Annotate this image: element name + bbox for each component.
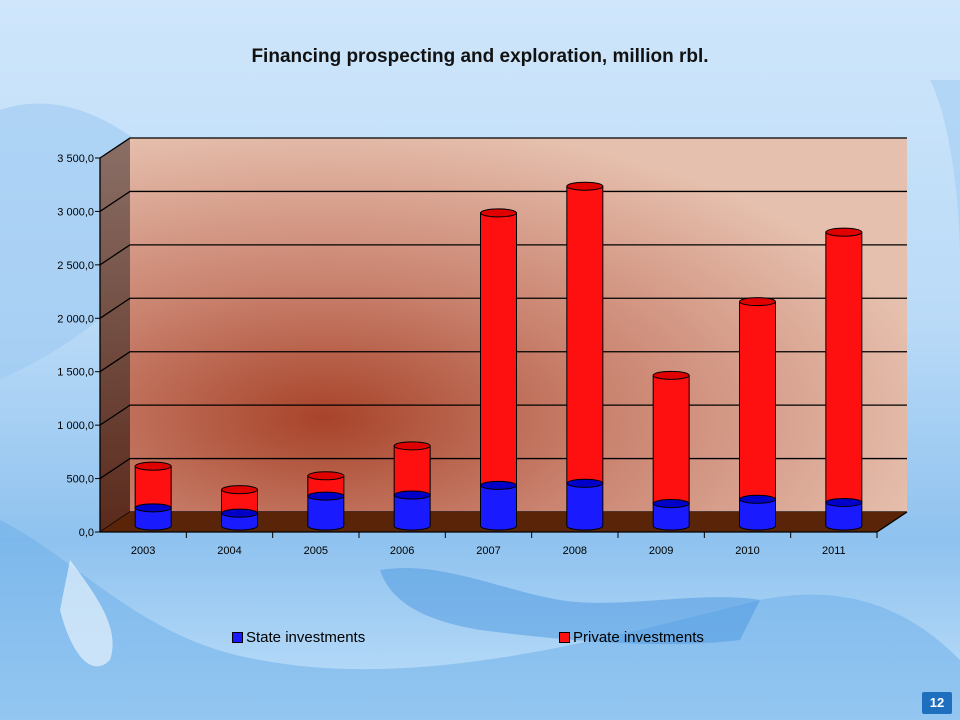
bar-state-2008 bbox=[566, 482, 604, 531]
bar-state-2011-top bbox=[825, 497, 863, 507]
y-tick-label: 1 000,0 bbox=[57, 420, 94, 432]
bar-state-2004 bbox=[221, 512, 258, 531]
bar-private-2007-top bbox=[480, 208, 517, 218]
y-tick-label: 3 500,0 bbox=[57, 153, 94, 165]
x-tick-label: 2008 bbox=[563, 545, 587, 557]
y-tick-label: 2 500,0 bbox=[57, 260, 94, 272]
x-tick-label: 2003 bbox=[131, 545, 155, 557]
bar-state-2011 bbox=[825, 501, 863, 531]
legend-swatch-state bbox=[232, 632, 243, 643]
y-tick-label: 0,0 bbox=[79, 527, 94, 539]
bar-state-2006-top bbox=[393, 490, 431, 500]
page-number: 12 bbox=[922, 692, 952, 714]
gridline bbox=[99, 297, 907, 319]
legend-state: State investments bbox=[232, 629, 365, 646]
back-wall bbox=[130, 138, 907, 512]
gridline bbox=[99, 244, 907, 266]
bar-private-2005-top bbox=[307, 471, 345, 481]
gridline bbox=[99, 457, 907, 480]
x-tick-label: 2009 bbox=[649, 545, 673, 557]
x-tick-label: 2011 bbox=[822, 545, 846, 557]
floor-edge bbox=[876, 511, 908, 533]
bar-private-2003-top bbox=[134, 461, 172, 471]
y-tick-label: 500,0 bbox=[66, 474, 94, 486]
chart-title: Financing prospecting and exploration, m… bbox=[251, 46, 709, 67]
bar-state-2010-top bbox=[739, 494, 776, 504]
bar-state-2009 bbox=[652, 503, 690, 531]
bar-state-2005-top bbox=[307, 491, 345, 501]
bar-state-2010 bbox=[739, 498, 776, 531]
x-tick-label: 2005 bbox=[304, 545, 328, 557]
bar-private-2011 bbox=[825, 231, 863, 507]
x-tick-label: 2004 bbox=[217, 545, 241, 557]
bar-state-2009-top bbox=[652, 499, 690, 509]
legend-private: Private investments bbox=[559, 629, 704, 646]
x-tick-label: 2006 bbox=[390, 545, 414, 557]
y-tick-label: 3 000,0 bbox=[57, 206, 94, 218]
bar-private-2008 bbox=[566, 185, 604, 488]
bar-state-2006 bbox=[393, 494, 431, 531]
bar-state-2003-top bbox=[134, 503, 172, 513]
gridline bbox=[99, 190, 907, 212]
gridline bbox=[99, 137, 907, 159]
gridline bbox=[99, 351, 907, 373]
gridline bbox=[99, 404, 907, 426]
bar-state-2007-top bbox=[480, 480, 517, 490]
bar-private-2009-top bbox=[652, 370, 690, 380]
legend-swatch-private bbox=[559, 632, 570, 643]
bar-state-2005 bbox=[307, 495, 345, 531]
side-wall bbox=[100, 138, 130, 532]
bar-private-2009 bbox=[652, 374, 690, 509]
bar-private-2006-top bbox=[393, 441, 431, 451]
plot-area: 0,0 500,0 1 000,0 1 500,0 2 000,0 2 500,0 3 00… bbox=[57, 137, 908, 557]
y-tick-label: 2 000,0 bbox=[57, 313, 94, 325]
y-tick-label: 1 500,0 bbox=[57, 367, 94, 379]
legend-label-state: State investments bbox=[246, 629, 366, 646]
bar-private-2004-top bbox=[221, 485, 258, 495]
bar-private-2011-top bbox=[825, 227, 863, 237]
bar-state-2004-top bbox=[221, 508, 258, 518]
bar-private-2008-top bbox=[566, 181, 604, 191]
bar-private-2007 bbox=[480, 212, 517, 490]
bar-private-2010-top bbox=[739, 297, 776, 307]
x-tick-label: 2010 bbox=[735, 545, 759, 557]
bar-state-2003 bbox=[134, 507, 172, 531]
bar-state-2007 bbox=[480, 484, 517, 531]
bar-state-2008-top bbox=[566, 478, 604, 488]
bar-private-2010 bbox=[739, 301, 776, 504]
x-tick-label: 2007 bbox=[476, 545, 500, 557]
legend-label-private: Private investments bbox=[573, 629, 704, 646]
